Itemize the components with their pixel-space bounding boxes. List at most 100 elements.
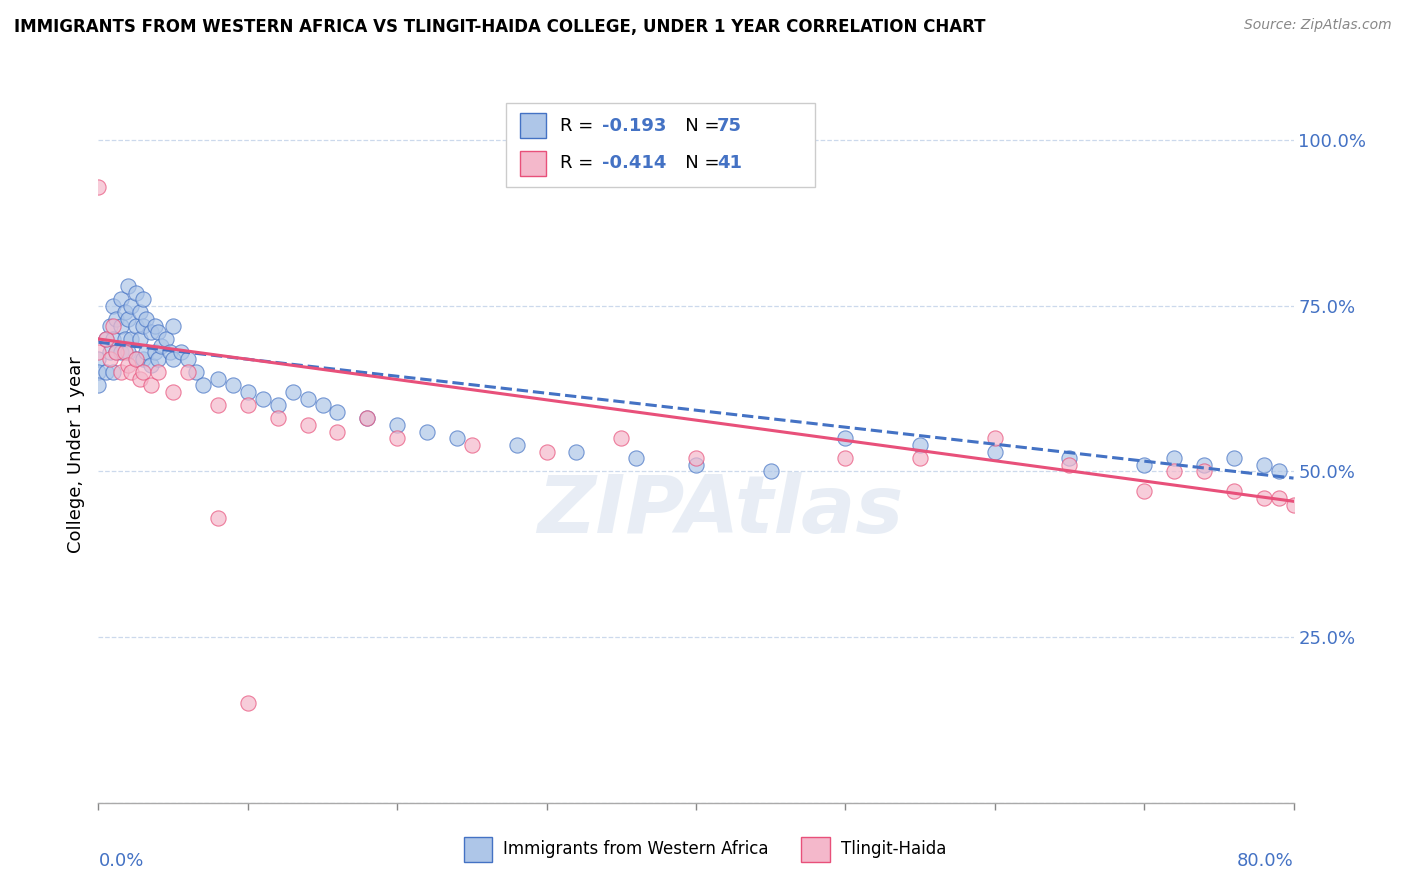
Point xyxy=(297,418,319,433)
Point xyxy=(162,384,184,399)
Point xyxy=(222,378,245,392)
Point xyxy=(94,332,117,346)
Point xyxy=(267,411,290,425)
Point xyxy=(356,411,378,425)
Point xyxy=(162,318,184,333)
Point xyxy=(461,438,484,452)
Point xyxy=(155,332,177,346)
Point xyxy=(135,345,157,359)
Point xyxy=(98,345,122,359)
Point xyxy=(385,418,409,433)
Point xyxy=(148,326,170,340)
Point xyxy=(114,345,136,359)
Point xyxy=(184,365,207,379)
Point xyxy=(983,444,1005,458)
Point xyxy=(114,332,136,346)
Point xyxy=(834,431,856,445)
Point xyxy=(1267,465,1289,479)
Point xyxy=(132,365,155,379)
Point xyxy=(148,351,170,366)
Point xyxy=(685,458,707,472)
Point xyxy=(565,444,588,458)
Point xyxy=(983,431,1005,445)
Text: Immigrants from Western Africa: Immigrants from Western Africa xyxy=(503,840,769,858)
Point xyxy=(1253,491,1275,505)
Point xyxy=(129,332,152,346)
Point xyxy=(150,338,173,352)
Point xyxy=(98,318,122,333)
Text: 80.0%: 80.0% xyxy=(1237,852,1294,870)
Text: 75: 75 xyxy=(717,117,742,135)
Point xyxy=(120,299,142,313)
Point xyxy=(139,326,162,340)
Point xyxy=(236,384,259,399)
Point xyxy=(1223,451,1246,466)
Text: N =: N = xyxy=(668,117,725,135)
Point xyxy=(267,398,290,412)
Text: -0.414: -0.414 xyxy=(602,154,666,172)
Point xyxy=(125,285,148,300)
Point xyxy=(236,697,259,711)
Point xyxy=(110,345,132,359)
Point xyxy=(117,279,139,293)
Point xyxy=(326,425,349,439)
Point xyxy=(105,345,128,359)
Point xyxy=(103,365,125,379)
Point xyxy=(110,292,132,306)
Point xyxy=(177,351,200,366)
Point xyxy=(1163,451,1185,466)
Point xyxy=(105,312,128,326)
Point xyxy=(1059,451,1081,466)
Point xyxy=(110,318,132,333)
Point xyxy=(326,405,349,419)
Point xyxy=(834,451,856,466)
Point xyxy=(1253,458,1275,472)
Point xyxy=(143,345,166,359)
Point xyxy=(191,378,214,392)
Point xyxy=(908,438,931,452)
Point xyxy=(117,345,139,359)
Point xyxy=(159,345,181,359)
Point xyxy=(120,332,142,346)
Point xyxy=(105,345,128,359)
Point xyxy=(103,318,125,333)
Point xyxy=(120,365,142,379)
Text: Source: ZipAtlas.com: Source: ZipAtlas.com xyxy=(1244,18,1392,32)
Point xyxy=(169,345,191,359)
Point xyxy=(129,372,152,386)
Point xyxy=(1223,484,1246,499)
Point xyxy=(281,384,304,399)
Point xyxy=(139,378,162,392)
Point xyxy=(129,305,152,319)
Point xyxy=(1133,458,1156,472)
Text: -0.193: -0.193 xyxy=(602,117,666,135)
Point xyxy=(87,378,110,392)
Point xyxy=(1133,484,1156,499)
Point xyxy=(236,398,259,412)
Point xyxy=(87,345,110,359)
Point xyxy=(1192,458,1215,472)
Point xyxy=(94,332,117,346)
Point xyxy=(759,465,782,479)
Point xyxy=(110,365,132,379)
Point xyxy=(117,359,139,373)
Point xyxy=(148,365,170,379)
Point xyxy=(132,292,155,306)
Point xyxy=(1192,465,1215,479)
Point xyxy=(207,511,229,525)
Point xyxy=(103,332,125,346)
Point xyxy=(132,318,155,333)
Point xyxy=(125,351,148,366)
Point xyxy=(177,365,200,379)
Point xyxy=(87,351,110,366)
Text: IMMIGRANTS FROM WESTERN AFRICA VS TLINGIT-HAIDA COLLEGE, UNDER 1 YEAR CORRELATIO: IMMIGRANTS FROM WESTERN AFRICA VS TLINGI… xyxy=(14,18,986,36)
Point xyxy=(1282,498,1305,512)
Point xyxy=(624,451,647,466)
Point xyxy=(416,425,439,439)
Point xyxy=(207,398,229,412)
Point xyxy=(1059,458,1081,472)
Point xyxy=(446,431,468,445)
Point xyxy=(356,411,378,425)
Text: R =: R = xyxy=(560,154,599,172)
Text: ZIPAtlas: ZIPAtlas xyxy=(537,472,903,549)
